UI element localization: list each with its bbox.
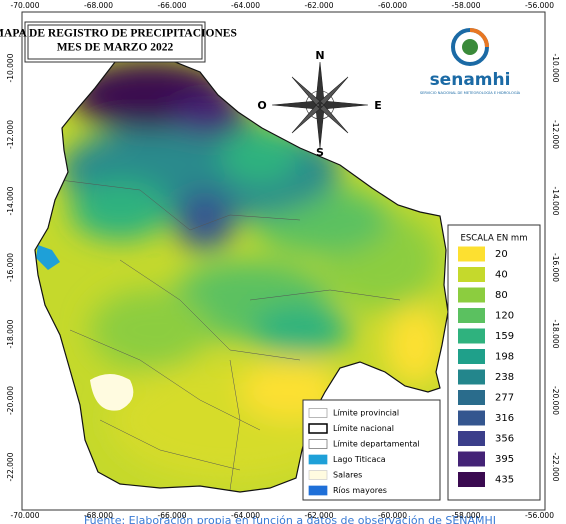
longitude-label: -58.000	[452, 511, 481, 520]
latitude-label: -22.000	[551, 453, 560, 482]
compass	[271, 61, 369, 149]
layer-label: Salares	[333, 471, 362, 480]
scale-label: 120	[495, 311, 514, 322]
compass-letter: E	[374, 99, 382, 112]
layer-label: Límite departamental	[333, 440, 420, 449]
longitude-label: -60.000	[378, 1, 407, 10]
title-line: MAPA DE REGISTRO DE PRECIPITACIONES	[0, 28, 237, 40]
latitude-label: -18.000	[551, 320, 560, 349]
latitude-label: -12.000	[6, 120, 15, 149]
longitude-label: -60.000	[378, 511, 407, 520]
layer-swatch	[308, 408, 328, 418]
scale-swatch	[458, 328, 485, 344]
latitude-label: -16.000	[551, 253, 560, 282]
latitude-label: -14.000	[6, 186, 15, 215]
scale-label: 277	[495, 393, 514, 404]
scale-swatch	[458, 287, 485, 303]
logo-name: senamhi	[430, 70, 511, 90]
compass-letter: O	[257, 99, 266, 112]
title-box-inner	[27, 24, 203, 60]
layer-label: Límite nacional	[333, 424, 394, 433]
latitude-label: -20.000	[551, 386, 560, 415]
title-line: MES DE MARZO 2022	[57, 42, 174, 54]
latitude-label: -16.000	[6, 253, 15, 282]
longitude-label: -62.000	[305, 511, 334, 520]
footer: Fuente: Elaboración propia en función a …	[84, 514, 496, 524]
title-box	[24, 21, 206, 63]
layer-swatch	[308, 439, 328, 449]
layer-label: Límite provincial	[333, 409, 399, 418]
scale-label: 40	[495, 270, 508, 281]
latitude-label: -18.000	[6, 319, 15, 348]
longitude-label: -68.000	[84, 511, 113, 520]
layer-swatch	[308, 454, 328, 465]
latitude-label: -10.000	[551, 54, 560, 83]
scale-swatch	[458, 472, 485, 487]
longitude-label: -66.000	[158, 1, 187, 10]
scale-label: 356	[495, 434, 514, 445]
scale-swatch	[458, 410, 485, 426]
longitude-label: -56.000	[525, 1, 554, 10]
precipitation-surface	[35, 58, 448, 492]
compass-letter: S	[316, 146, 324, 159]
longitude-label: -70.000	[11, 511, 40, 520]
scale-swatch	[458, 369, 485, 385]
logo-subtitle: SERVICIO NACIONAL DE METEOROLOGÍA E HIDR…	[420, 90, 521, 95]
scale-swatch	[458, 267, 485, 282]
layer-label: Ríos mayores	[333, 486, 387, 495]
layer-swatch	[308, 470, 328, 480]
longitude-label: -58.000	[452, 1, 481, 10]
scale-swatch	[458, 451, 485, 467]
latitude-label: -12.000	[551, 120, 560, 149]
scale-label: 80	[495, 290, 508, 301]
latitude-label: -14.000	[551, 187, 560, 216]
longitude-label: -64.000	[231, 1, 260, 10]
logo	[451, 28, 489, 66]
scale-label: 395	[495, 454, 514, 465]
longitude-label: -64.000	[231, 511, 260, 520]
scale-swatch	[458, 308, 485, 323]
latitude-label: -22.000	[6, 452, 15, 481]
latitude-label: -10.000	[6, 53, 15, 82]
scale-label: 159	[495, 331, 514, 342]
compass-letter: N	[315, 49, 324, 62]
longitude-label: -62.000	[305, 1, 334, 10]
latitude-label: -20.000	[6, 386, 15, 415]
longitude-label: -70.000	[11, 1, 40, 10]
longitude-label: -56.000	[525, 511, 554, 520]
scale-label: 238	[495, 372, 514, 383]
layer-swatch	[308, 485, 328, 496]
layer-swatch	[308, 423, 328, 434]
scale-label: 316	[495, 413, 514, 424]
scale-swatch	[458, 349, 485, 364]
scale-label: 198	[495, 352, 514, 363]
scale-label: 435	[495, 475, 514, 486]
longitude-label: -68.000	[84, 1, 113, 10]
longitude-label: -66.000	[158, 511, 187, 520]
scale-swatch	[458, 431, 485, 446]
scale-label: 20	[495, 249, 508, 260]
scale-swatch	[458, 246, 485, 262]
scale-swatch	[458, 390, 485, 405]
scale-title: ESCALA EN mm	[461, 234, 528, 244]
layer-label: Lago Titicaca	[333, 455, 386, 464]
